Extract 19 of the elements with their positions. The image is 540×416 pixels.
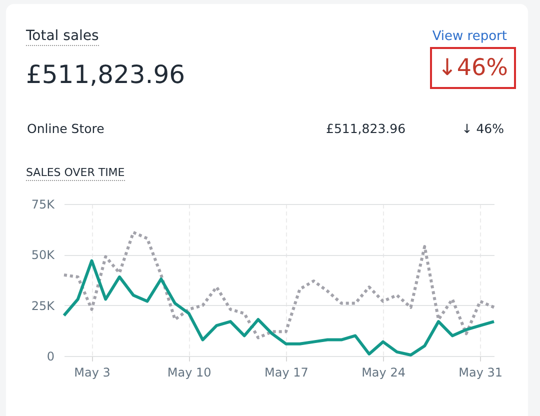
chart-title: Total sales	[26, 28, 99, 46]
text: Online Store	[27, 121, 104, 136]
line-series	[62, 259, 496, 356]
y-tick-label: 75K	[31, 198, 56, 212]
text: ↓46%	[430, 47, 516, 89]
x-tick-label: May 3	[74, 366, 110, 380]
x-tick-label: May 31	[458, 366, 503, 380]
x-tick-label: May 17	[264, 366, 308, 380]
x-tick-label: May 24	[362, 366, 406, 380]
text: View report	[432, 29, 507, 44]
x-tick-label: May 10	[167, 366, 212, 380]
y-tick-label: 25K	[31, 298, 56, 313]
text: ↓ 46%	[462, 121, 504, 136]
line-series	[62, 230, 496, 340]
chart-subtitle: £511,823.96	[326, 121, 406, 136]
y-tick-label: 50K	[31, 248, 56, 262]
text: SALES OVER TIME	[26, 166, 125, 181]
y-tick-label: 0	[46, 350, 54, 364]
text: £511,823.96	[26, 60, 186, 89]
